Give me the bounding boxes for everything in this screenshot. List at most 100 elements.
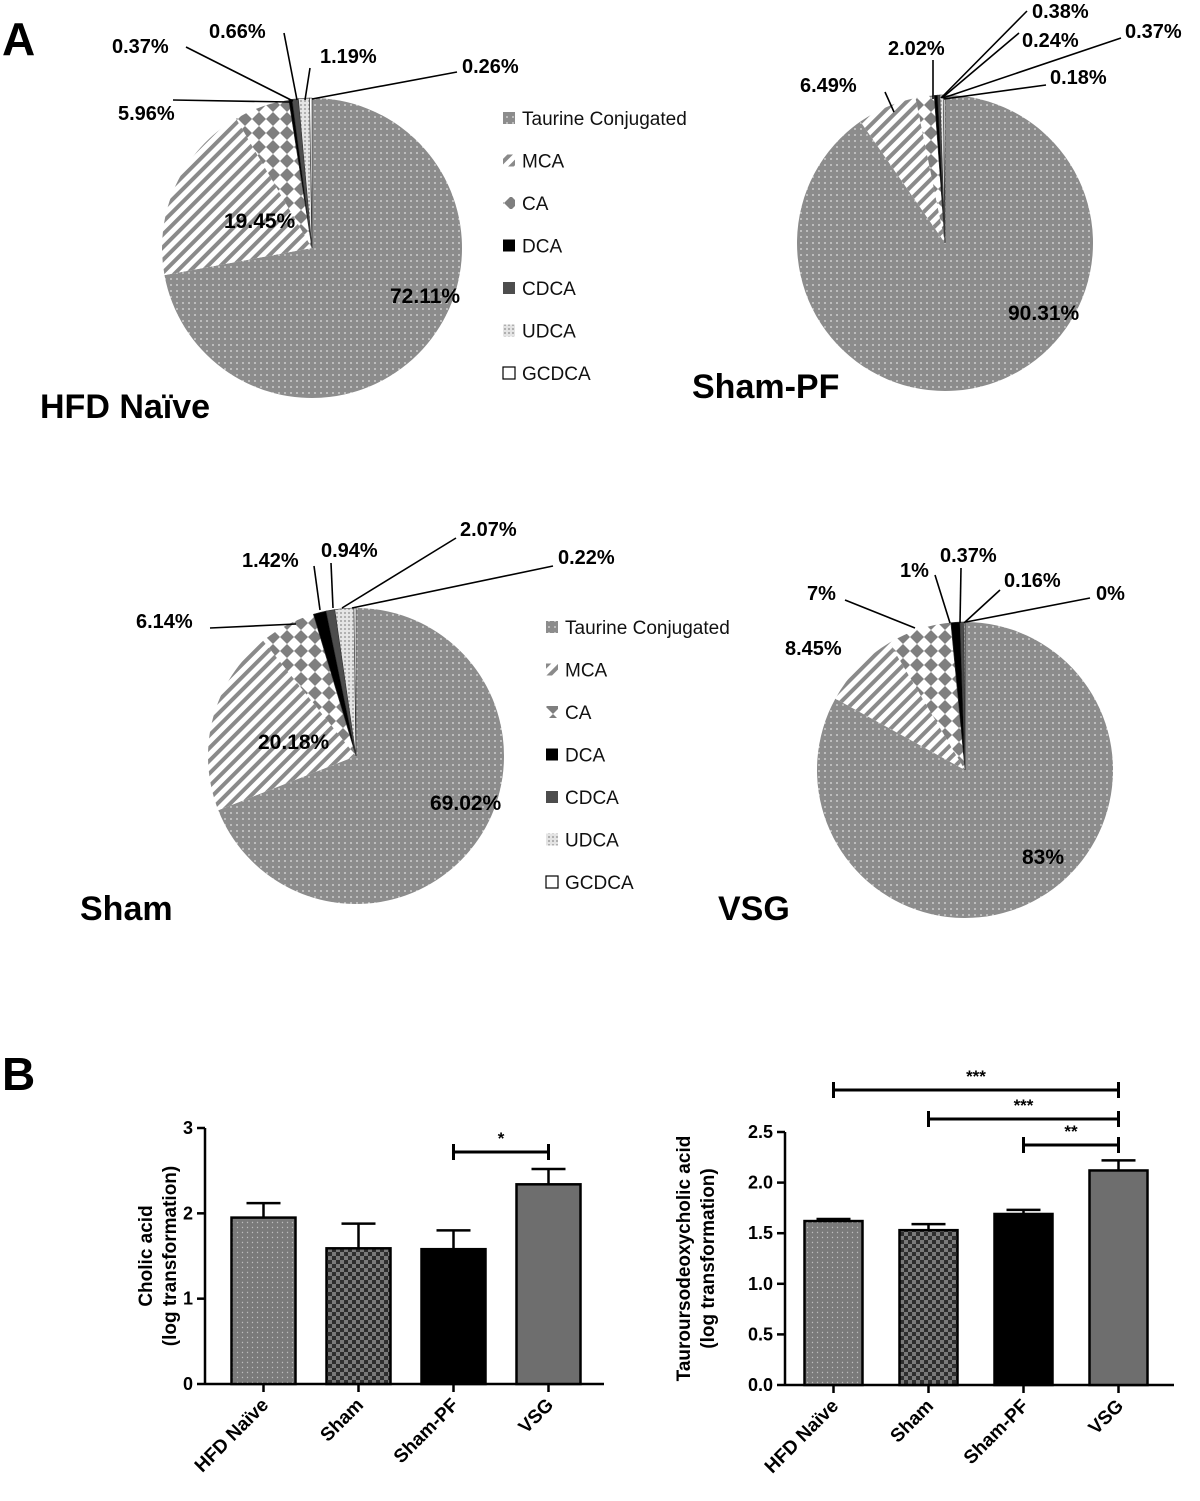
pie-label-taurine-conjugated: 72.11% bbox=[390, 285, 460, 308]
bar-hfd-naive bbox=[230, 1216, 297, 1386]
y-tick-label: 0.5 bbox=[748, 1324, 773, 1344]
leader-line-gcdca bbox=[351, 565, 554, 609]
pie-label-dca: 0.38% bbox=[1032, 1, 1089, 23]
pie-slice-mca bbox=[208, 640, 356, 811]
pie-label-dca: 0.37% bbox=[112, 36, 169, 58]
leader-line-dca bbox=[185, 46, 294, 102]
pie-slice-ca bbox=[236, 99, 312, 248]
pie-label-cdca: 0.94% bbox=[321, 540, 378, 562]
pie-label-dca: 1% bbox=[900, 560, 929, 582]
x-tick-label-vsg: VSG bbox=[515, 1395, 558, 1438]
x-tick-label-sham-pf: Sham-PF bbox=[960, 1396, 1033, 1469]
y-tick-label: 0.0 bbox=[748, 1375, 773, 1395]
significance-label: ** bbox=[1064, 1122, 1078, 1141]
pie-slice-taurine-conjugated bbox=[218, 608, 504, 904]
legend-label-taurine-conjugated: Taurine Conjugated bbox=[565, 618, 730, 639]
x-tick-label-sham: Sham bbox=[887, 1396, 938, 1447]
x-tick-label-sham-pf: Sham-PF bbox=[390, 1395, 463, 1468]
pie-label-gcdca: 0.22% bbox=[558, 547, 615, 569]
legend-top: Taurine Conjugated MCA CA DCA CDCA UDCA GCDCA bbox=[502, 109, 687, 385]
x-tick-label-hfd-naive: HFD Naïve bbox=[191, 1395, 273, 1477]
y-tick-label: 1 bbox=[183, 1289, 193, 1309]
leader-line-dca bbox=[934, 574, 951, 624]
y-tick-label: 3 bbox=[183, 1118, 193, 1138]
x-tick-label-sham: Sham bbox=[317, 1395, 368, 1446]
y-tick-label: 1.0 bbox=[748, 1274, 773, 1294]
bar-sham-pf bbox=[993, 1212, 1054, 1387]
x-tick-label-hfd-naive: HFD Naïve bbox=[761, 1396, 843, 1478]
y-tick-label: 2.0 bbox=[748, 1173, 773, 1193]
y-axis-title-line: Cholic acid bbox=[136, 1205, 157, 1306]
pie-slice-mca bbox=[835, 642, 965, 770]
pie-label-taurine-conjugated: 83% bbox=[1022, 846, 1064, 869]
leader-line-udca bbox=[304, 67, 311, 101]
pie-slice-taurine-conjugated bbox=[164, 98, 463, 399]
leader-line-cdca bbox=[330, 562, 334, 609]
leader-line-cdca bbox=[941, 32, 1020, 99]
y-axis-title-line: (log transformation) bbox=[698, 1168, 719, 1349]
legend-swatch-udca bbox=[503, 324, 515, 337]
legend-swatch-gcdca bbox=[502, 366, 516, 380]
leader-line-mca bbox=[884, 91, 895, 113]
pie-title: HFD Naïve bbox=[40, 388, 210, 426]
pie-label-cdca: 0.24% bbox=[1022, 30, 1079, 52]
leader-line-udca bbox=[963, 589, 1001, 624]
legend-label-gcdca: GCDCA bbox=[522, 364, 591, 385]
legend-label-dca: DCA bbox=[565, 746, 605, 767]
pie-label-udca: 1.19% bbox=[320, 46, 377, 68]
pie-label-dca: 1.42% bbox=[242, 550, 299, 572]
legend-label-dca: DCA bbox=[522, 237, 562, 258]
pie-title: VSG bbox=[718, 890, 790, 928]
y-axis-title: Tauroursodeoxycholic acid (log transforma… bbox=[674, 1136, 719, 1382]
legend-label-udca: UDCA bbox=[522, 322, 576, 343]
leader-line-gcdca bbox=[311, 71, 458, 100]
leader-line-ca bbox=[172, 99, 291, 103]
bar-sham-pf bbox=[420, 1247, 487, 1386]
legend-bottom: Taurine Conjugated MCA CA DCA CDCA UDCA GCDCA bbox=[545, 618, 730, 894]
pie-label-udca: 0.16% bbox=[1004, 570, 1061, 592]
leader-line-dca bbox=[940, 10, 1028, 99]
bar-chart-cholic-acid: 0 1 2 3 Cholic acid (log transformation) HFD N… bbox=[136, 1118, 604, 1477]
legend-label-taurine-conjugated: Taurine Conjugated bbox=[522, 109, 687, 130]
legend-swatch-taurine-conjugated bbox=[503, 112, 515, 124]
pie-label-taurine-conjugated: 90.31% bbox=[1008, 302, 1080, 325]
legend-swatch-udca bbox=[546, 833, 558, 846]
pie-label-udca: 0.37% bbox=[1125, 21, 1182, 43]
legend-swatch-gcdca bbox=[545, 875, 559, 889]
legend-label-udca: UDCA bbox=[565, 831, 619, 852]
pie-label-mca: 6.49% bbox=[800, 75, 857, 97]
legend-swatch-ca bbox=[546, 706, 558, 718]
legend-label-ca: CA bbox=[565, 703, 592, 724]
pie-title: Sham bbox=[80, 890, 173, 928]
panel-b-letter: B bbox=[2, 1048, 35, 1100]
legend-label-ca: CA bbox=[522, 194, 549, 215]
legend-label-gcdca: GCDCA bbox=[565, 873, 634, 894]
pie-label-ca: 6.14% bbox=[136, 611, 193, 633]
bar-hfd-naive bbox=[803, 1219, 864, 1387]
bar-vsg bbox=[1088, 1169, 1149, 1387]
pie-label-mca: 19.45% bbox=[224, 210, 296, 233]
pie-slice-ca bbox=[263, 614, 356, 756]
pie-label-mca: 20.18% bbox=[258, 731, 330, 754]
pie-slice-mca bbox=[162, 118, 312, 276]
leader-line-gcdca bbox=[965, 597, 1091, 623]
y-tick-label: 2 bbox=[183, 1203, 193, 1223]
legend-label-mca: MCA bbox=[522, 152, 565, 173]
pie-sham-pf: 90.31% 6.49% 2.02% 0.38% 0.24% 0.37% 0.18% Sham… bbox=[692, 1, 1182, 406]
legend-swatch-taurine-conjugated bbox=[546, 621, 558, 633]
pie-slice-ca bbox=[889, 622, 965, 770]
legend-swatch-mca bbox=[503, 154, 515, 167]
y-axis-title-line: Tauroursodeoxycholic acid bbox=[674, 1136, 695, 1382]
pie-sham: 69.02% 20.18% 6.14% 1.42% 0.94% 2.07% 0.22% Sha… bbox=[80, 519, 615, 928]
leader-line-dca bbox=[313, 565, 321, 611]
pie-label-ca: 2.02% bbox=[888, 38, 945, 60]
pie-slice-gcdca bbox=[309, 97, 313, 249]
bar-chart-tauroursodeoxycholic-acid: 0.0 0.5 1.0 1.5 2.0 2.5 Tauroursodeoxycholic a… bbox=[674, 1067, 1174, 1478]
pie-label-taurine-conjugated: 69.02% bbox=[430, 792, 502, 815]
leader-line-udca bbox=[341, 537, 457, 609]
pie-label-ca: 5.96% bbox=[118, 103, 175, 125]
y-axis-title: Cholic acid (log transformation) bbox=[136, 1166, 181, 1347]
x-tick-label-vsg: VSG bbox=[1085, 1396, 1128, 1439]
leader-line-cdca bbox=[959, 567, 962, 624]
